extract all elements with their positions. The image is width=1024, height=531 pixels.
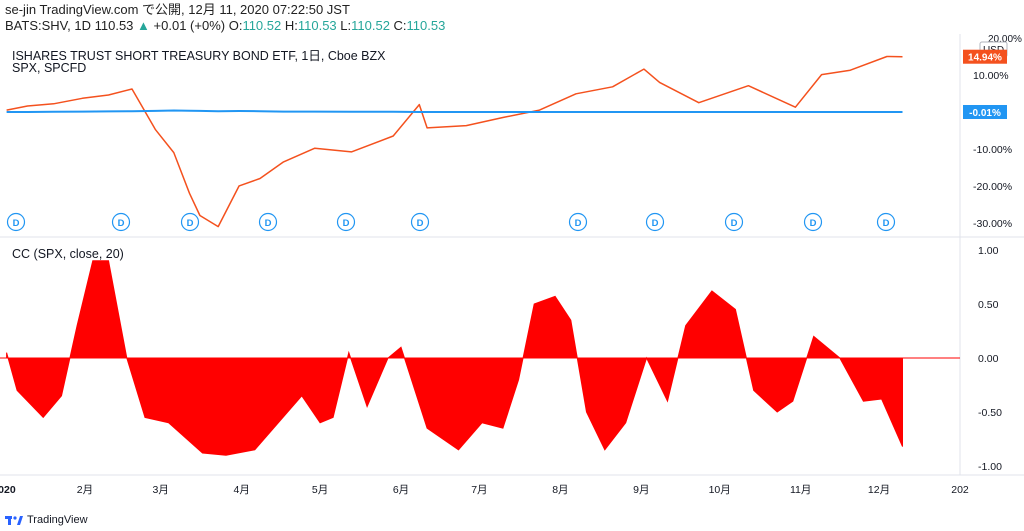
footer-brand: TradingView [27,514,88,526]
dividend-marker-label[interactable]: D [417,218,424,229]
time-axis-label: 3月 [153,484,169,496]
dividend-marker-icon[interactable] [645,212,665,232]
symbol-interval: BATS:SHV, 1D [5,18,91,33]
close-label: C: [393,18,407,33]
spx-price-badge [963,49,1007,64]
dividend-marker-label[interactable]: D [118,218,125,229]
time-axis-label: 9月 [633,484,649,496]
time-axis-label: 8月 [552,484,568,496]
main-price-tick-top: 20.00% [988,34,1022,45]
high-label: H: [284,18,298,33]
main-price-tick: -10.00% [973,144,1012,156]
time-axis-label: 12月 [868,484,890,496]
dividend-marker-label[interactable]: D [575,218,582,229]
dividend-marker-label[interactable]: D [13,218,20,229]
tradingview-logo-icon [5,516,23,525]
change-up-icon: ▲ [137,18,150,33]
main-price-tick: -20.00% [973,181,1012,193]
chart-svg[interactable]: D D D D D D D D D D D 10.00% -10.00% -20.00% -30.00% 2… [0,34,1024,510]
dividend-marker-label[interactable]: D [810,218,817,229]
indicator-price-tick: -1.00 [978,461,1002,473]
dividend-marker-icon[interactable] [568,212,588,232]
dividend-marker-label[interactable]: D [265,218,272,229]
dividend-marker-icon[interactable] [876,212,896,232]
low-label: L: [340,18,352,33]
dividend-marker-label[interactable]: D [883,218,890,229]
dividend-marker-label[interactable]: D [343,218,350,229]
dividend-marker-icon[interactable] [336,212,356,232]
dividend-marker-icon[interactable] [724,212,744,232]
main-price-tick: 10.00% [973,70,1009,82]
time-axis-label: 5月 [312,484,328,496]
indicator-price-tick: 0.50 [978,299,999,311]
footer: TradingView [5,510,88,530]
shv-price-badge [963,104,1007,119]
dividend-marker-icon[interactable] [6,212,26,232]
ohlc-legend: BATS:SHV, 1D 110.53 ▲ +0.01 (+0%) O:110.… [5,18,445,34]
high-value: 110.53 [297,18,337,33]
publish-info: se-jin TradingView.com で公開, 12月 11, 2020… [5,2,350,17]
indicator-price-tick: -0.50 [978,407,1002,419]
spx-series-line[interactable] [6,55,903,228]
time-axis-label: 202 [951,484,969,496]
time-axis-label: 2月 [77,484,93,496]
time-axis-label: 11月 [790,484,811,496]
close-value: 110.53 [406,18,446,33]
chart-area[interactable]: D D D D D D D D D D D 10.00% -10.00% -20.00% -30.00% 2… [0,34,1024,510]
axes: 10.00%-10.00%-20.00%-30.00%20.00%USD1.00… [0,34,1022,496]
shv-series-line[interactable] [6,109,903,113]
time-axis-label: 4月 [234,484,250,496]
dividend-marker-icon[interactable] [803,212,823,232]
shv-price-badge-text: -0.01% [969,108,1001,119]
dividend-marker-icon[interactable] [258,212,278,232]
last-price: 110.53 [94,18,134,33]
indicator-price-tick: 0.00 [978,353,999,365]
indicator-title[interactable]: CC (SPX, close, 20) [12,247,124,261]
main-price-tick: -30.00% [973,218,1012,230]
dividend-marker-icon[interactable] [111,212,131,232]
time-axis-label: 10月 [709,484,731,496]
dividend-marker-icon[interactable] [180,212,200,232]
indicator-price-tick: 1.00 [978,245,999,257]
dividend-marker-label[interactable]: D [731,218,738,229]
time-axis-label: 6月 [393,484,409,496]
open-label: O: [228,18,243,33]
open-value: 110.52 [242,18,282,33]
spx-price-badge-text: 14.94% [968,53,1002,64]
low-value: 110.52 [351,18,390,33]
indicator-pane[interactable] [0,260,960,456]
price-change: +0.01 (+0%) [153,18,226,33]
compare-symbol-label[interactable]: SPX, SPCFD [12,61,87,75]
main-pane-title: ISHARES TRUST SHORT TREASURY BOND ETF, 1… [12,49,386,63]
dividend-marker-label[interactable]: D [652,218,659,229]
dividend-marker-icon[interactable] [410,212,430,232]
time-axis-label: 2020 [0,484,16,496]
time-axis-label: 7月 [471,484,487,496]
dividend-marker-label[interactable]: D [187,218,194,229]
